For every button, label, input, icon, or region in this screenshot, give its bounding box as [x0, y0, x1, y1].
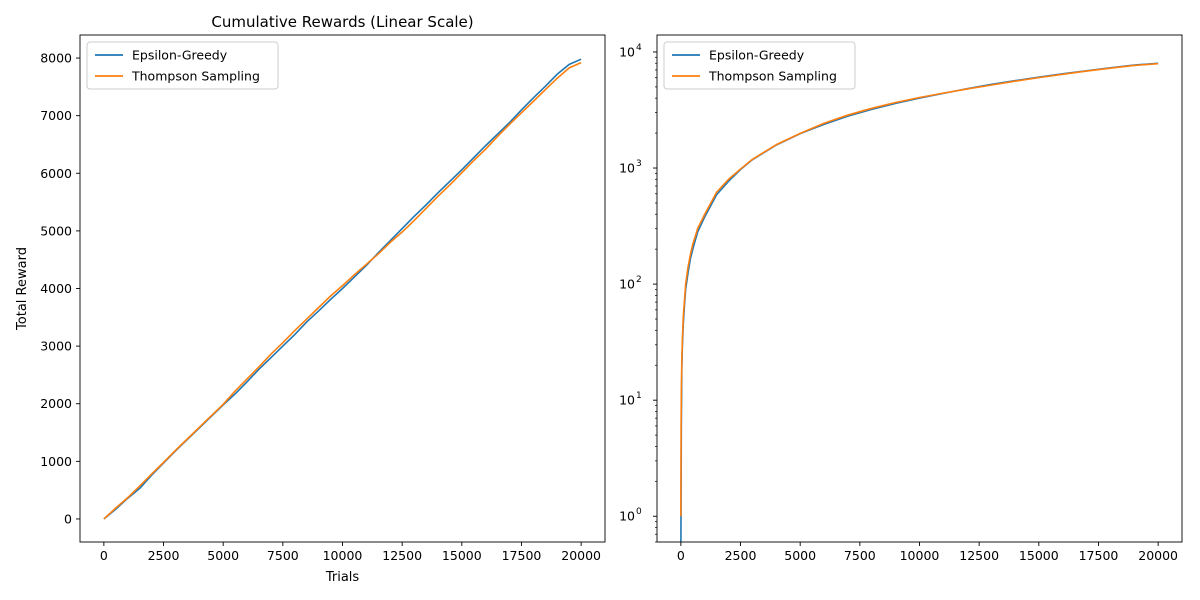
x-tick-label: 17500 — [1079, 548, 1119, 563]
legend-entry: Epsilon-Greedy — [132, 48, 228, 63]
x-tick-label: 7500 — [844, 548, 876, 563]
y-tick-label-base: 10 — [619, 277, 635, 292]
y-tick-label: 10 — [619, 509, 635, 524]
y-tick-label: 8000 — [40, 51, 72, 66]
chart-2: 0 2500 5000 7500 10000 12500 15000 17500 2000010… — [619, 34, 1183, 563]
legend-box — [86, 41, 279, 90]
legend-entry: Thompson Sampling — [131, 69, 260, 84]
y-tick-label: 1000 — [40, 454, 72, 469]
series-line-epsilon-greedy — [680, 62, 1159, 542]
x-tick-label: 7500 — [267, 548, 299, 563]
axes-frame — [656, 34, 1183, 543]
x-tick-label: 2500 — [725, 548, 757, 563]
y-tick-label: 4000 — [40, 281, 72, 296]
y-tick-label-base: 10 — [619, 509, 635, 524]
x-tick-label: 5000 — [784, 548, 816, 563]
chart-title: Cumulative Rewards (Linear Scale) — [211, 13, 473, 31]
y-tick-label-exponent: 3 — [636, 159, 642, 169]
x-tick-label: 0 — [100, 548, 108, 563]
x-tick-label: 12500 — [382, 548, 422, 563]
x-tick-label: 2500 — [148, 548, 180, 563]
y-tick-label-exponent: 4 — [636, 43, 642, 53]
y-tick-label-base: 10 — [619, 161, 635, 176]
y-axis-label: Total Reward — [15, 247, 30, 331]
legend: Epsilon-Greedy Thompson Sampling — [663, 41, 856, 90]
x-tick-label: 12500 — [959, 548, 999, 563]
x-tick-label: 0 — [677, 548, 685, 563]
legend-box — [663, 41, 856, 90]
x-tick-label: 15000 — [1019, 548, 1059, 563]
y-tick-label-base: 10 — [619, 44, 635, 59]
x-tick-label: 15000 — [442, 548, 482, 563]
y-tick-label-base: 10 — [619, 393, 635, 408]
y-tick-label: 10 — [619, 277, 635, 292]
y-tick-label-exponent: 0 — [636, 507, 642, 517]
legend: Epsilon-Greedy Thompson Sampling — [86, 41, 279, 90]
y-tick-label-exponent: 2 — [636, 275, 642, 285]
y-tick-label: 0 — [64, 511, 72, 526]
chart-1: 0 2500 5000 7500 10000 12500 15000 17500 20000 0 1… — [15, 13, 606, 585]
y-tick-label: 2000 — [40, 396, 72, 411]
y-tick-label: 7000 — [40, 108, 72, 123]
x-axis-label: Trials — [325, 570, 360, 585]
x-tick-label: 20000 — [1138, 548, 1178, 563]
y-tick-label: 3000 — [40, 339, 72, 354]
y-tick-label: 6000 — [40, 166, 72, 181]
legend-entry: Epsilon-Greedy — [709, 48, 805, 63]
series-line-thompson-sampling — [680, 62, 1159, 517]
x-tick-label: 17500 — [502, 548, 542, 563]
x-tick-label: 10000 — [900, 548, 940, 563]
y-tick-label: 10 — [619, 161, 635, 176]
y-tick-label: 5000 — [40, 223, 72, 238]
series-line-thompson-sampling — [103, 61, 582, 520]
legend-entry: Thompson Sampling — [708, 69, 837, 84]
x-tick-label: 20000 — [561, 548, 601, 563]
x-tick-label: 5000 — [207, 548, 239, 563]
y-tick-label: 10 — [619, 393, 635, 408]
x-tick-label: 10000 — [323, 548, 363, 563]
y-tick-label-exponent: 1 — [636, 391, 642, 401]
y-tick-label: 10 — [619, 44, 635, 59]
